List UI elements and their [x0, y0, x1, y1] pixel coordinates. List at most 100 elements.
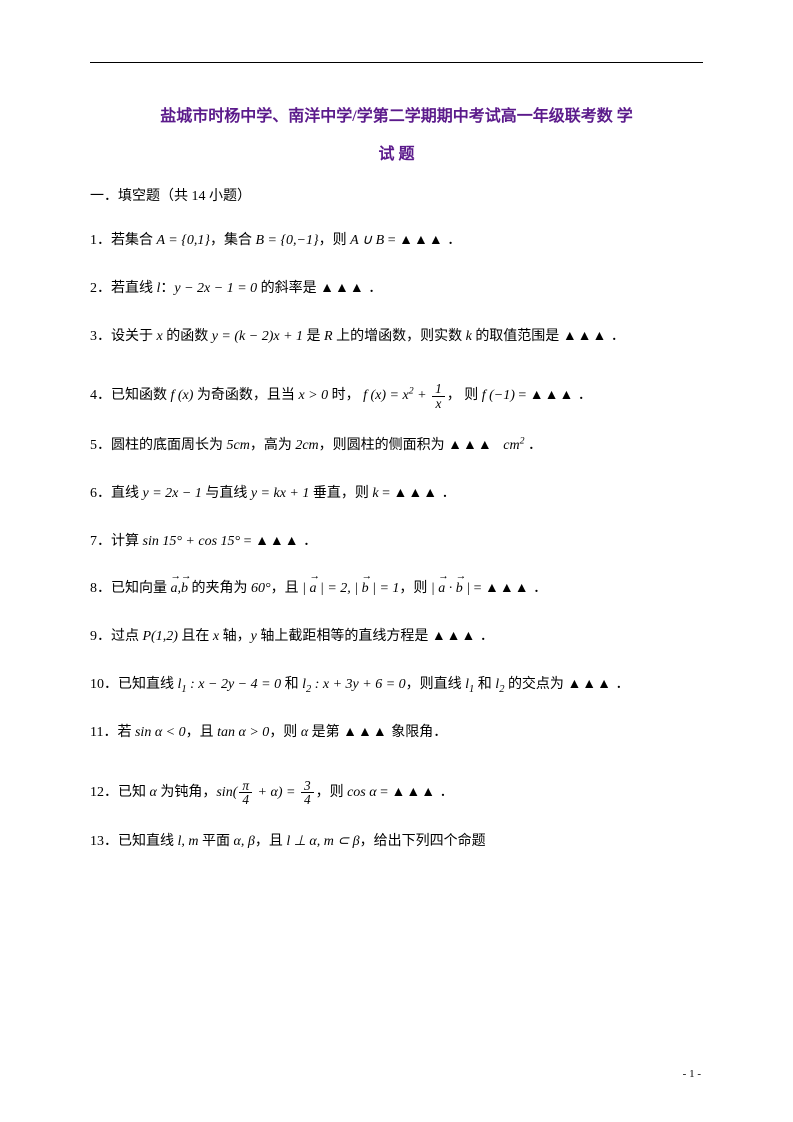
q-text: = [384, 233, 399, 248]
math-trig: sin 15° + cos 15° [143, 534, 241, 549]
q-number: 9． [90, 629, 111, 644]
fraction-pi4: π4 [239, 779, 252, 807]
q-text: 垂直，则 [309, 486, 372, 501]
question-7: 7．计算 sin 15° + cos 15° = ▲▲▲ ． [90, 530, 703, 554]
answer-blank: ▲▲▲ [255, 530, 300, 554]
q-number: 12． [90, 785, 118, 800]
line-l1-ref: l1 [465, 677, 474, 692]
math-cond: l ⊥ α, m ⊂ β [286, 834, 359, 849]
q-text: = [240, 534, 255, 549]
math-cos: cos α [347, 785, 377, 800]
fraction: 1x [432, 382, 445, 410]
q-number: 4． [90, 388, 111, 403]
l1-eq: : x − 2y − 4 = 0 [187, 677, 281, 692]
question-1: 1．若集合 A = {0,1}，集合 B = {0,−1}，则 A ∪ B = … [90, 229, 703, 253]
q-text: = [379, 486, 394, 501]
question-2: 2．若直线 l：y − 2x − 1 = 0 的斜率是 ▲▲▲ ． [90, 277, 703, 301]
question-12: 12．已知 α 为钝角，sin(π4 + α) = 34，则 cos α = ▲… [90, 779, 703, 807]
q-text: ，则 [399, 581, 431, 596]
answer-blank: ▲▲▲ [399, 229, 444, 253]
q-tail: ． [530, 581, 548, 596]
q-number: 13． [90, 834, 118, 849]
math-line2: y = kx + 1 [251, 486, 310, 501]
q-number: 6． [90, 486, 111, 501]
q-text: ，则圆柱的侧面积为 [319, 438, 449, 453]
frac-num: 1 [432, 382, 445, 396]
exam-page: 盐城市时杨中学、南洋中学/学第二学期期中考试高一年级联考数 学 试 题 一．填空… [90, 62, 703, 854]
math-angle: 60° [251, 581, 271, 596]
q-tail: ． [524, 438, 542, 453]
answer-blank: ▲▲▲ [320, 277, 365, 301]
q-number: 11． [90, 725, 117, 740]
top-rule [90, 62, 703, 63]
answer-blank: ▲▲▲ [432, 625, 477, 649]
colon: ： [160, 281, 174, 296]
frac-num: π [239, 779, 252, 793]
q-text: = [470, 581, 485, 596]
question-4: 4．已知函数 f (x) 为奇函数，且当 x > 0 时， f (x) = x2… [90, 382, 703, 410]
q-text: 若集合 [111, 233, 157, 248]
q-text: 和 [281, 677, 302, 692]
answer-blank: ▲▲▲ [394, 482, 439, 506]
line-l1: l1 : x − 2y − 4 = 0 [178, 677, 282, 692]
q-text: 已知直线 [118, 834, 178, 849]
q-text: 若直线 [111, 281, 157, 296]
q-text: ，则 [269, 725, 301, 740]
math-expr: f (x) = x2 + 1x [363, 388, 447, 403]
page-number: - 1 - [683, 1068, 701, 1080]
q-number: 7． [90, 534, 111, 549]
q-text: 与直线 [202, 486, 251, 501]
question-9: 9．过点 P(1,2) 且在 x 轴，y 轴上截距相等的直线方程是 ▲▲▲ ． [90, 625, 703, 649]
math-line-eq: y − 2x − 1 = 0 [174, 281, 257, 296]
vec-a: a [309, 577, 316, 601]
q-text: 平面 [199, 834, 234, 849]
and: 和 [474, 677, 495, 692]
math-cond: x > 0 [298, 388, 328, 403]
mid: + α) = [254, 785, 299, 800]
q-text: ， 则 [447, 388, 482, 403]
q-text: ，则直线 [406, 677, 466, 692]
q-number: 5． [90, 438, 111, 453]
question-5: 5．圆柱的底面周长为 5cm，高为 2cm，则圆柱的侧面积为 ▲▲▲ cm2 ． [90, 434, 703, 458]
vec-b: b [362, 577, 369, 601]
question-3: 3．设关于 x 的函数 y = (k − 2)x + 1 是 R 上的增函数，则… [90, 325, 703, 349]
l2-eq: : x + 3y + 6 = 0 [311, 677, 405, 692]
q-text: ，且 [255, 834, 287, 849]
question-8: 8．已知向量 a,b 的夹角为 60°，且 | a | = 2, | b | =… [90, 577, 703, 601]
frac-den: 4 [301, 793, 314, 806]
q-text: 时， [328, 388, 363, 403]
math-dot: | a · b | [431, 581, 470, 596]
q-tail: ． [365, 281, 383, 296]
section-header: 一．填空题（共 14 小题） [90, 185, 703, 205]
q-text: = [515, 388, 530, 403]
math-fneg1: f (−1) [482, 388, 515, 403]
math-line1: y = 2x − 1 [143, 486, 202, 501]
q-text: 为钝角， [157, 785, 217, 800]
math-sin: sin α < 0 [135, 725, 186, 740]
q-number: 10． [90, 677, 118, 692]
frac-den: 4 [239, 793, 252, 806]
exam-title: 盐城市时杨中学、南洋中学/学第二学期期中考试高一年级联考数 学 试 题 [90, 101, 703, 171]
q-tail: ． [300, 534, 318, 549]
math-lm: l, m [178, 834, 199, 849]
q-text: 圆柱的底面周长为 [111, 438, 227, 453]
q-tail: ． [476, 629, 494, 644]
frac-num: 3 [301, 779, 314, 793]
expr-lhs: f (x) = x [363, 388, 409, 403]
answer-blank: ▲▲▲ [392, 781, 437, 805]
math-point: P(1,2) [143, 629, 178, 644]
q-tail: ． [444, 233, 462, 248]
math-5cm: 5cm [227, 438, 250, 453]
math-ab: α, β [234, 834, 255, 849]
vector-b: b [181, 577, 188, 601]
q-tail: ． [438, 486, 456, 501]
sin-l: sin( [216, 785, 237, 800]
q-text: 是 [303, 329, 324, 344]
math-func: y = (k − 2)x + 1 [212, 329, 303, 344]
q-text: 直线 [111, 486, 143, 501]
q-text: 轴上截距相等的直线方程是 [257, 629, 432, 644]
q-text: 已知 [118, 785, 150, 800]
question-6: 6．直线 y = 2x − 1 与直线 y = kx + 1 垂直，则 k = … [90, 482, 703, 506]
q-text: ，集合 [210, 233, 256, 248]
q-text: = [377, 785, 392, 800]
